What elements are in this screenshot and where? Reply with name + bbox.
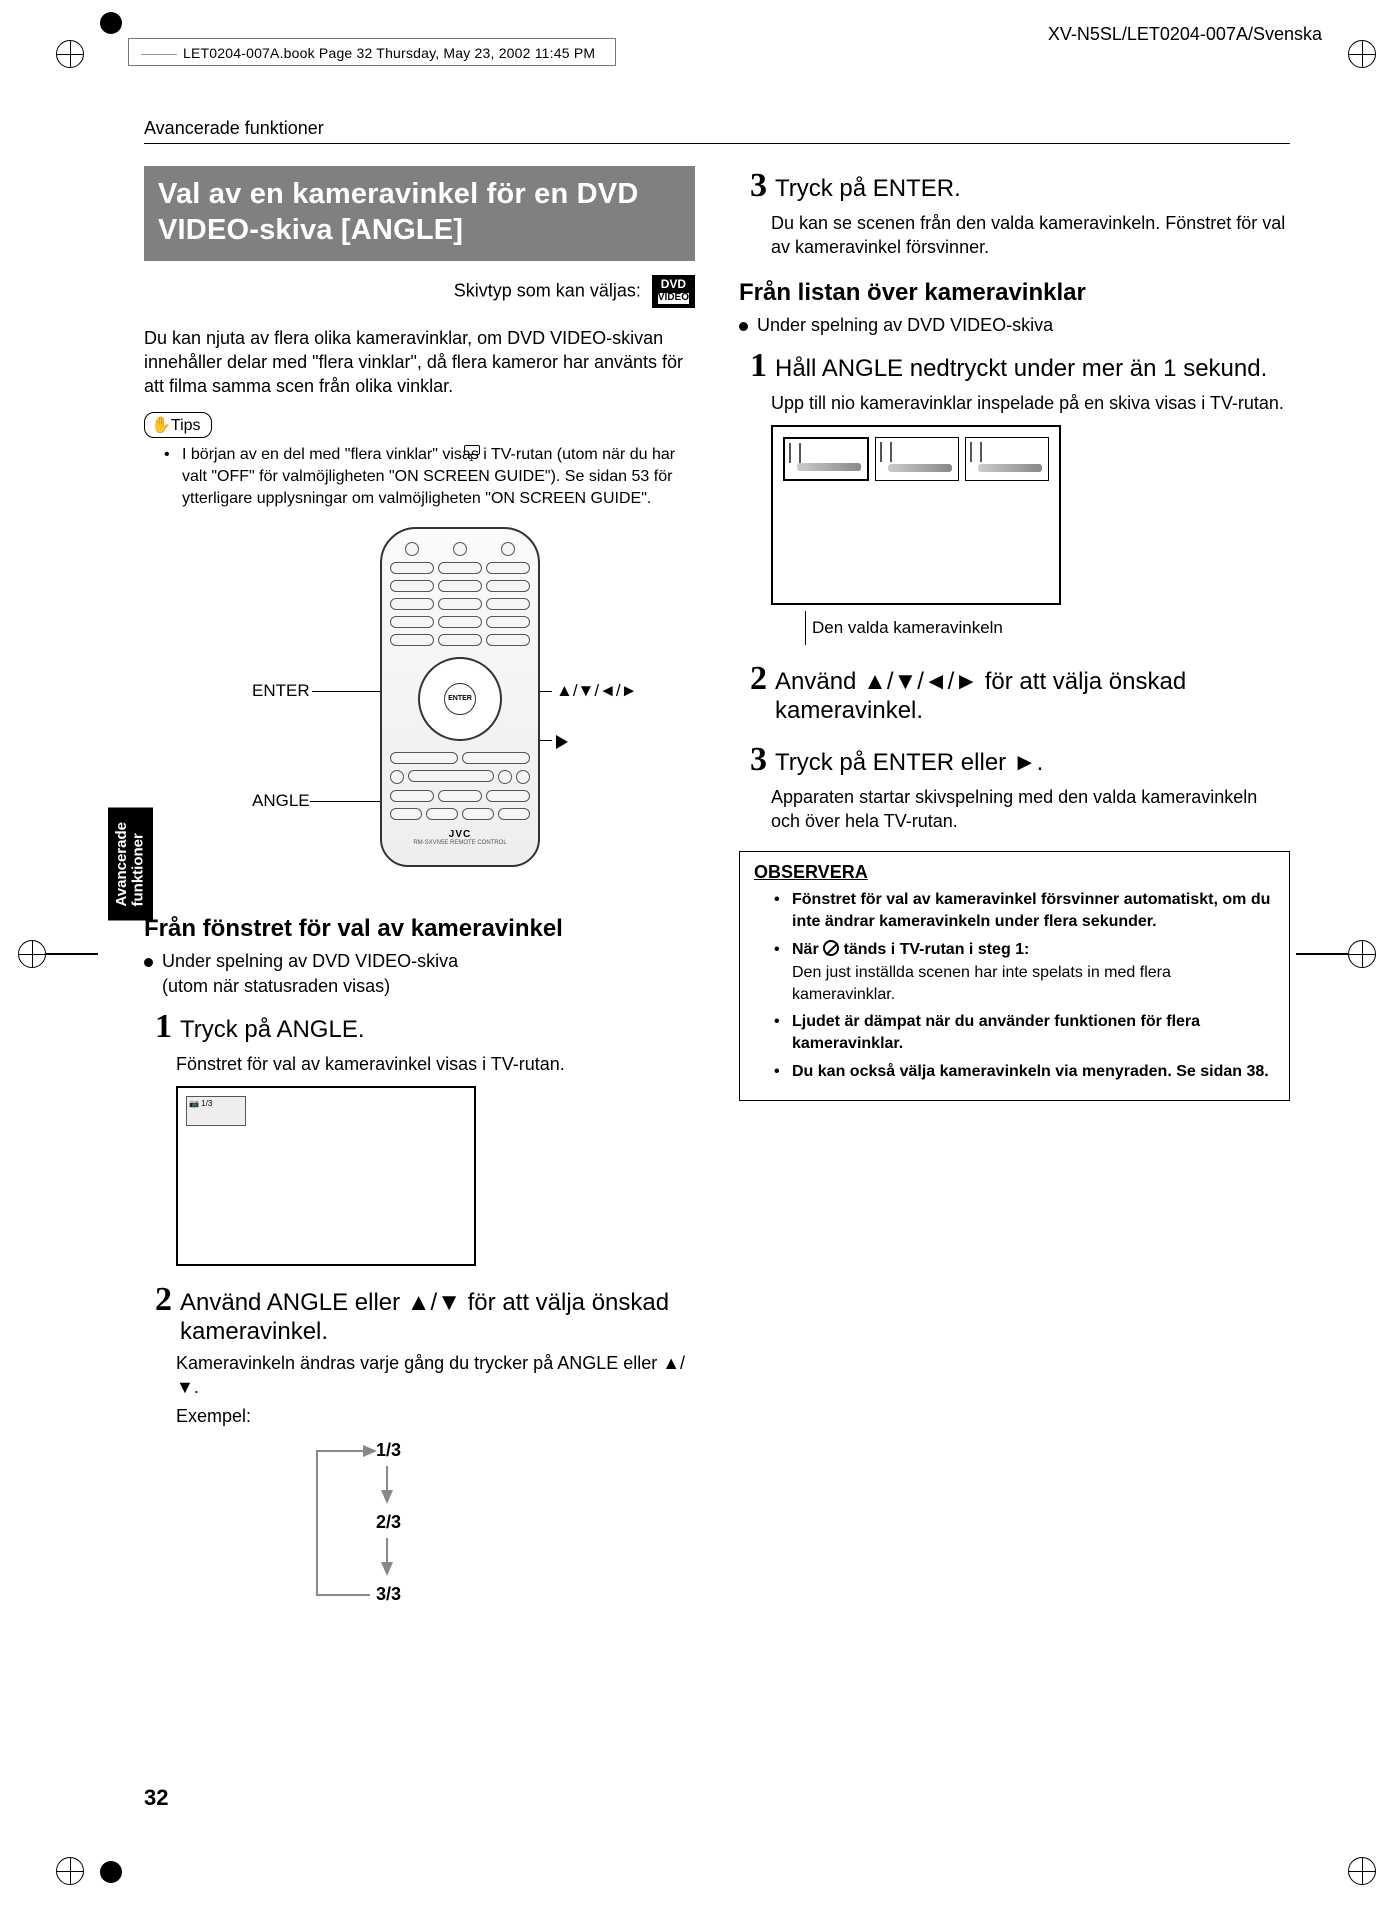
intro-paragraph: Du kan njuta av flera olika kameravinkla… bbox=[144, 326, 695, 399]
right-step-1: 1 Håll ANGLE nedtryckt under mer än 1 se… bbox=[771, 346, 1290, 645]
callout-angle: ANGLE bbox=[252, 791, 310, 811]
camera-icon bbox=[464, 445, 480, 455]
callout-nav: ▲/▼/◄/► bbox=[556, 681, 637, 701]
reg-mark-mr bbox=[1348, 940, 1376, 968]
angle-caption: Den valda kameravinkeln bbox=[771, 611, 1290, 645]
right-step-3: 3 Tryck på ENTER eller ►. Apparaten star… bbox=[771, 740, 1290, 833]
tv-screen-box-1: 📷 1/3 bbox=[176, 1086, 476, 1266]
disc-type-line: Skivtyp som kan väljas: DVD VIDEO bbox=[144, 275, 695, 308]
r-step-1-head: Håll ANGLE nedtryckt under mer än 1 seku… bbox=[775, 355, 1267, 384]
right-column: 3 Tryck på ENTER. Du kan se scenen från … bbox=[739, 166, 1290, 1654]
obs2-b: tänds i TV-rutan i steg 1: bbox=[844, 941, 1030, 958]
obs-item-4: Du kan också välja kameravinkeln via men… bbox=[792, 1061, 1275, 1083]
left-step-2: 2 Använd ANGLE eller ▲/▼ för att välja ö… bbox=[176, 1280, 695, 1639]
solid-dot-tl bbox=[100, 12, 122, 34]
callout-enter-label: ENTER bbox=[252, 681, 310, 700]
dvd-video-badge: DVD VIDEO bbox=[652, 275, 695, 308]
feature-title: Val av en kameravinkel för en DVD VIDEO-… bbox=[144, 166, 695, 261]
page-stamp: LET0204-007A.book Page 32 Thursday, May … bbox=[128, 38, 616, 66]
step-number: 2 bbox=[142, 1280, 172, 1321]
reg-mark-ml bbox=[18, 940, 46, 968]
dvd-badge-bottom: VIDEO bbox=[656, 291, 691, 306]
subheading-list: Från listan över kameravinklar bbox=[739, 279, 1290, 307]
step-2-body-2: Exempel: bbox=[176, 1404, 695, 1428]
list-bullet: Under spelning av DVD VIDEO-skiva bbox=[739, 315, 1290, 336]
callout-nav-label: ▲/▼/◄/► bbox=[556, 681, 637, 700]
tips-item-text: I början av en del med "flera vinklar" v… bbox=[182, 446, 675, 506]
angle-cell bbox=[875, 437, 959, 481]
reg-line-right bbox=[1296, 953, 1348, 955]
reg-mark-tl bbox=[56, 40, 84, 68]
obs-item-1: Fönstret för val av kameravinkel försvin… bbox=[792, 889, 1275, 932]
subheading-window: Från fönstret för val av kameravinkel bbox=[144, 915, 695, 943]
step-3-body: Du kan se scenen från den valda kameravi… bbox=[771, 211, 1290, 260]
r-step-3-body: Apparaten startar skivspelning med den v… bbox=[771, 785, 1290, 834]
step-1-body: Fönstret för val av kameravinkel visas i… bbox=[176, 1052, 695, 1076]
remote-model: RM-SXVN5E REMOTE CONTROL bbox=[382, 840, 538, 846]
step-number: 1 bbox=[737, 346, 767, 387]
tips-item: I början av en del med "flera vinklar" v… bbox=[182, 444, 695, 509]
obs2-a: När bbox=[792, 941, 823, 958]
page-stamp-text: LET0204-007A.book Page 32 Thursday, May … bbox=[183, 45, 595, 61]
prohibit-icon bbox=[823, 940, 839, 956]
disc-type-label: Skivtyp som kan väljas: bbox=[454, 280, 641, 300]
observe-box: OBSERVERA Fönstret för val av kameravink… bbox=[739, 851, 1290, 1101]
r-step-2-head: Använd ▲/▼/◄/► för att välja önskad kame… bbox=[775, 668, 1290, 726]
left-step-1: 1 Tryck på ANGLE. Fönstret för val av ka… bbox=[176, 1007, 695, 1266]
tips-badge: ✋Tips bbox=[144, 412, 212, 438]
solid-dot-bl bbox=[100, 1861, 122, 1883]
step-3-head: Tryck på ENTER. bbox=[775, 175, 961, 204]
obs-item-3: Ljudet är dämpat när du använder funktio… bbox=[792, 1011, 1275, 1054]
angle-caption-text: Den valda kameravinkeln bbox=[812, 618, 1003, 638]
step-2-head: Använd ANGLE eller ▲/▼ för att välja öns… bbox=[180, 1289, 695, 1347]
step-number: 2 bbox=[737, 659, 767, 700]
remote-diagram: ENTER ▲/▼/◄/► ANGLE bbox=[144, 527, 695, 887]
cycle-1: 1/3 bbox=[376, 1440, 401, 1461]
remote-dpad bbox=[418, 657, 502, 741]
page-content: Avancerade funktioner Val av en kameravi… bbox=[144, 118, 1290, 1654]
step-2-body-1: Kameravinkeln ändras varje gång du tryck… bbox=[176, 1351, 695, 1400]
section-header: Avancerade funktioner bbox=[144, 118, 1290, 144]
reg-line-left bbox=[46, 953, 98, 955]
cycle-2: 2/3 bbox=[376, 1512, 401, 1533]
reg-mark-bl bbox=[56, 1857, 84, 1885]
callout-play bbox=[556, 733, 568, 753]
step-1-head: Tryck på ANGLE. bbox=[180, 1016, 365, 1045]
left-column: Val av en kameravinkel för en DVD VIDEO-… bbox=[144, 166, 695, 1654]
play-icon bbox=[556, 735, 568, 749]
callout-angle-label: ANGLE bbox=[252, 791, 310, 810]
tips-label: Tips bbox=[171, 417, 201, 434]
tips-list: I början av en del med "flera vinklar" v… bbox=[144, 444, 695, 509]
dvd-badge-top: DVD bbox=[656, 278, 691, 291]
window-bullet-sub: (utom när statusraden visas) bbox=[144, 976, 695, 997]
angle-list-box bbox=[771, 425, 1061, 605]
reg-mark-br bbox=[1348, 1857, 1376, 1885]
right-step-2: 2 Använd ▲/▼/◄/► för att välja önskad ka… bbox=[771, 659, 1290, 726]
side-tab-line1: Avancerade bbox=[113, 822, 130, 907]
tips-block: ✋Tips I början av en del med "flera vink… bbox=[144, 412, 695, 509]
document-id: XV-N5SL/LET0204-007A/Svenska bbox=[1048, 24, 1322, 45]
reg-mark-tr bbox=[1348, 40, 1376, 68]
observe-title: OBSERVERA bbox=[754, 862, 1275, 883]
r-step-3-head: Tryck på ENTER eller ►. bbox=[775, 749, 1043, 778]
right-step-3-top: 3 Tryck på ENTER. Du kan se scenen från … bbox=[771, 166, 1290, 259]
step-number: 3 bbox=[737, 740, 767, 781]
page-number: 32 bbox=[144, 1785, 168, 1811]
observe-list: Fönstret för val av kameravinkel försvin… bbox=[754, 889, 1275, 1082]
remote-brand: JVC bbox=[382, 829, 538, 840]
callout-enter: ENTER bbox=[252, 681, 310, 701]
obs-item-2: När tänds i TV-rutan i steg 1: Den just … bbox=[792, 939, 1275, 1006]
angle-thumb: 📷 1/3 bbox=[186, 1096, 246, 1126]
r-step-1-body: Upp till nio kameravinklar inspelade på … bbox=[771, 391, 1290, 415]
obs2-sub: Den just inställda scenen har inte spela… bbox=[792, 962, 1275, 1005]
cycle-3: 3/3 bbox=[376, 1584, 401, 1605]
window-bullet: Under spelning av DVD VIDEO-skiva bbox=[144, 951, 695, 972]
step-number: 1 bbox=[142, 1007, 172, 1048]
remote-control-illustration: JVC RM-SXVN5E REMOTE CONTROL bbox=[380, 527, 540, 867]
angle-cell bbox=[965, 437, 1049, 481]
cycle-diagram: 1/3 2/3 3/3 bbox=[316, 1440, 496, 1640]
step-number: 3 bbox=[737, 166, 767, 207]
two-columns: Val av en kameravinkel för en DVD VIDEO-… bbox=[144, 166, 1290, 1654]
angle-cell-selected bbox=[783, 437, 869, 481]
